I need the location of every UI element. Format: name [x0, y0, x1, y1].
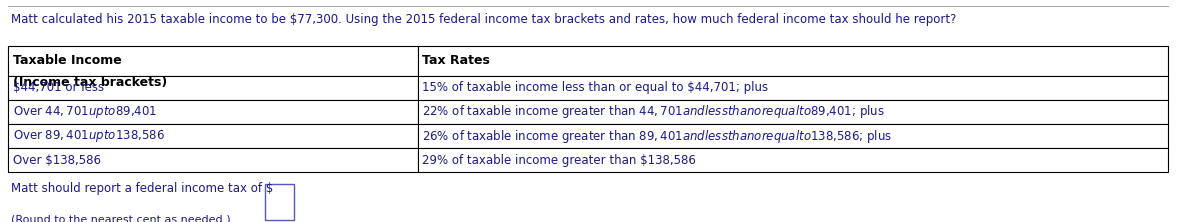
- Polygon shape: [418, 148, 1168, 172]
- Polygon shape: [8, 148, 418, 172]
- Text: 22% of taxable income greater than $44,701 and less than or equal to $89,401; pl: 22% of taxable income greater than $44,7…: [422, 103, 886, 120]
- Text: Tax Rates: Tax Rates: [422, 54, 490, 67]
- Text: Over $89,401 up to $138,586: Over $89,401 up to $138,586: [13, 128, 164, 144]
- Text: $44,701 or less: $44,701 or less: [13, 81, 104, 94]
- Polygon shape: [418, 76, 1168, 100]
- Polygon shape: [265, 184, 294, 220]
- Polygon shape: [8, 124, 418, 148]
- Text: Matt should report a federal income tax of $: Matt should report a federal income tax …: [11, 182, 272, 195]
- Polygon shape: [418, 124, 1168, 148]
- Text: Matt calculated his 2015 taxable income to be $77,300. Using the 2015 federal in: Matt calculated his 2015 taxable income …: [11, 13, 956, 26]
- Text: (Round to the nearest cent as needed.): (Round to the nearest cent as needed.): [11, 214, 230, 222]
- Text: (Income tax brackets): (Income tax brackets): [13, 76, 167, 89]
- Polygon shape: [8, 100, 418, 124]
- Polygon shape: [418, 100, 1168, 124]
- Text: 29% of taxable income greater than $138,586: 29% of taxable income greater than $138,…: [422, 154, 696, 167]
- Text: 26% of taxable income greater than $89,401 and less than or equal to $138,586; p: 26% of taxable income greater than $89,4…: [422, 128, 893, 145]
- Text: 15% of taxable income less than or equal to $44,701; plus: 15% of taxable income less than or equal…: [422, 81, 768, 94]
- Text: Taxable Income: Taxable Income: [13, 54, 121, 67]
- Polygon shape: [8, 76, 418, 100]
- Text: Over $44,701 up to $89,401: Over $44,701 up to $89,401: [13, 104, 157, 120]
- Polygon shape: [8, 46, 418, 76]
- Polygon shape: [418, 46, 1168, 76]
- Text: Over $138,586: Over $138,586: [13, 154, 101, 167]
